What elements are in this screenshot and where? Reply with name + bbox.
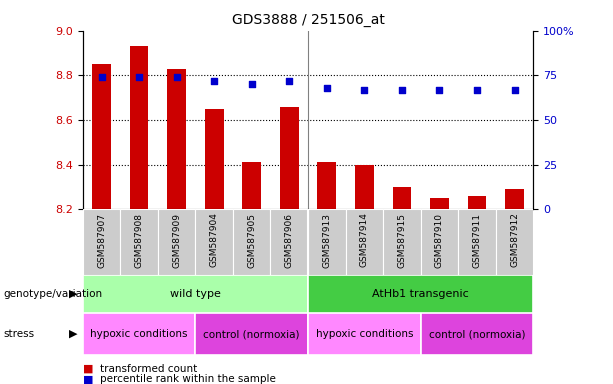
Point <box>172 74 181 80</box>
Bar <box>505 189 524 209</box>
Bar <box>83 209 120 275</box>
Bar <box>318 162 336 209</box>
Bar <box>196 209 233 275</box>
Point <box>509 86 519 93</box>
Text: GSM587909: GSM587909 <box>172 213 181 268</box>
Bar <box>355 165 374 209</box>
Text: GSM587913: GSM587913 <box>322 213 331 268</box>
Bar <box>468 196 486 209</box>
Bar <box>346 209 383 275</box>
Text: GSM587904: GSM587904 <box>210 213 219 267</box>
Text: control (normoxia): control (normoxia) <box>204 329 300 339</box>
Text: hypoxic conditions: hypoxic conditions <box>90 329 188 339</box>
Text: stress: stress <box>3 329 34 339</box>
Bar <box>430 198 449 209</box>
Bar <box>308 209 346 275</box>
Bar <box>383 209 421 275</box>
Point <box>322 85 332 91</box>
Bar <box>92 64 111 209</box>
Bar <box>130 46 148 209</box>
Bar <box>158 209 196 275</box>
Text: percentile rank within the sample: percentile rank within the sample <box>100 374 276 384</box>
Point <box>247 81 257 87</box>
Bar <box>196 313 308 355</box>
Bar <box>83 275 308 313</box>
Title: GDS3888 / 251506_at: GDS3888 / 251506_at <box>232 13 384 27</box>
Text: transformed count: transformed count <box>100 364 197 374</box>
Text: wild type: wild type <box>170 289 221 299</box>
Bar <box>280 107 299 209</box>
Text: GSM587908: GSM587908 <box>135 213 143 268</box>
Bar <box>233 209 270 275</box>
Bar <box>392 187 411 209</box>
Text: GSM587910: GSM587910 <box>435 213 444 268</box>
Text: ■: ■ <box>83 374 93 384</box>
Bar <box>120 209 158 275</box>
Bar <box>83 313 196 355</box>
Text: GSM587912: GSM587912 <box>510 213 519 267</box>
Text: control (normoxia): control (normoxia) <box>428 329 525 339</box>
Point <box>397 86 407 93</box>
Bar <box>167 69 186 209</box>
Text: GSM587914: GSM587914 <box>360 213 369 267</box>
Bar <box>421 209 458 275</box>
Point <box>359 86 369 93</box>
Bar <box>421 313 533 355</box>
Bar <box>308 313 421 355</box>
Text: hypoxic conditions: hypoxic conditions <box>316 329 413 339</box>
Text: AtHb1 transgenic: AtHb1 transgenic <box>372 289 469 299</box>
Point <box>97 74 107 80</box>
Bar <box>205 109 224 209</box>
Text: GSM587907: GSM587907 <box>97 213 106 268</box>
Bar <box>308 275 533 313</box>
Text: ▶: ▶ <box>69 329 78 339</box>
Point <box>134 74 144 80</box>
Text: ▶: ▶ <box>69 289 78 299</box>
Bar <box>242 162 261 209</box>
Bar <box>496 209 533 275</box>
Point <box>435 86 444 93</box>
Text: ■: ■ <box>83 364 93 374</box>
Text: GSM587905: GSM587905 <box>247 213 256 268</box>
Bar <box>458 209 496 275</box>
Point <box>284 78 294 84</box>
Text: GSM587915: GSM587915 <box>397 213 406 268</box>
Bar <box>270 209 308 275</box>
Text: GSM587906: GSM587906 <box>285 213 294 268</box>
Text: GSM587911: GSM587911 <box>473 213 481 268</box>
Point <box>472 86 482 93</box>
Point <box>209 78 219 84</box>
Text: genotype/variation: genotype/variation <box>3 289 102 299</box>
